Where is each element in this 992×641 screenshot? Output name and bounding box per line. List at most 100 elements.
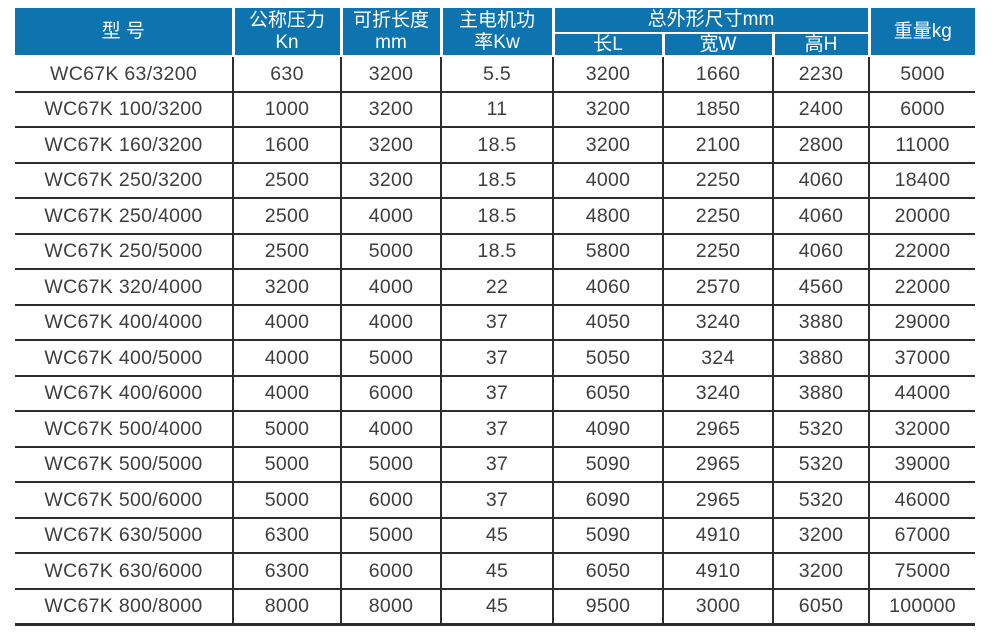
col-header-nominal-pressure-line1: 公称压力 [248,9,325,31]
table-header: 型 号 公称压力 Kn 可折长度 mm 主电机功 率Kw 总外形尺寸mm 重量k… [15,8,975,58]
value-cell: 4000 [232,374,342,413]
value-cell: 45 [440,587,554,627]
value-cell: 5000 [340,445,442,484]
value-cell: 4060 [772,161,870,200]
value-cell: 2500 [232,232,342,271]
col-header-motor-power-line1: 主电机功 [458,9,535,31]
value-cell: 39000 [868,445,975,484]
value-cell: 37 [440,445,554,484]
model-cell: WC67K 500/4000 [15,410,234,448]
model-cell: WC67K 160/3200 [15,126,234,164]
value-cell: 4090 [552,410,664,448]
value-cell: 37 [440,374,554,413]
value-cell: 6000 [868,90,975,129]
value-cell: 6090 [552,481,664,519]
value-cell: 5.5 [440,56,554,93]
value-cell: 5320 [772,481,870,519]
value-cell: 1850 [662,90,774,129]
value-cell: 2250 [662,232,774,271]
value-cell: 2100 [662,126,774,164]
table-row: WC67K 500/5000 5000 5000 37 5090 2965 5320 3900… [15,445,975,484]
value-cell: 18.5 [440,197,554,235]
table-row: WC67K 400/4000 4000 4000 37 4050 3240 3880 2900… [15,303,975,342]
model-cell: WC67K 400/4000 [15,303,234,342]
value-cell: 37 [440,481,554,519]
value-cell: 5090 [552,445,664,484]
col-header-dim-width: 宽W [661,31,775,58]
value-cell: 3240 [662,374,774,413]
value-cell: 4000 [552,161,664,200]
value-cell: 3200 [772,516,870,555]
value-cell: 5800 [552,232,664,271]
value-cell: 2250 [662,161,774,200]
value-cell: 37 [440,339,554,377]
model-cell: WC67K 500/5000 [15,445,234,484]
col-header-overall-dimensions-group: 总外形尺寸mm [551,8,871,34]
model-cell: WC67K 100/3200 [15,90,234,129]
value-cell: 5050 [552,339,664,377]
value-cell: 4050 [552,303,664,342]
value-cell: 6000 [340,374,442,413]
value-cell: 3200 [340,56,442,93]
value-cell: 4000 [340,197,442,235]
value-cell: 18400 [868,161,975,200]
col-header-model: 型 号 [15,8,235,58]
value-cell: 3200 [340,161,442,200]
value-cell: 6050 [552,374,664,413]
model-cell: WC67K 250/3200 [15,161,234,200]
value-cell: 45 [440,552,554,590]
value-cell: 8000 [232,587,342,627]
col-header-motor-power-line2: 率Kw [474,31,520,53]
table-row: WC67K 400/6000 4000 6000 37 6050 3240 3880 4400… [15,374,975,413]
model-cell: WC67K 630/6000 [15,552,234,590]
value-cell: 4560 [772,268,870,306]
value-cell: 1000 [232,90,342,129]
col-header-dim-length: 长L [551,31,665,58]
value-cell: 8000 [340,587,442,627]
value-cell: 29000 [868,303,975,342]
value-cell: 5320 [772,410,870,448]
value-cell: 2250 [662,197,774,235]
table-row: WC67K 63/3200 630 3200 5.5 3200 1660 2230 5000 [15,56,975,93]
value-cell: 3880 [772,303,870,342]
col-header-weight: 重量kg [867,8,975,58]
value-cell: 20000 [868,197,975,235]
value-cell: 22 [440,268,554,306]
col-header-fold-length-line1: 可折长度 [352,9,429,31]
value-cell: 3200 [232,268,342,306]
col-header-motor-power: 主电机功 率Kw [439,8,555,58]
value-cell: 2965 [662,410,774,448]
col-header-nominal-pressure: 公称压力 Kn [231,8,343,58]
value-cell: 4060 [552,268,664,306]
col-header-fold-length-line2: mm [375,31,407,53]
value-cell: 4060 [772,232,870,271]
value-cell: 5000 [868,56,975,93]
value-cell: 5000 [232,410,342,448]
value-cell: 2570 [662,268,774,306]
value-cell: 630 [232,56,342,93]
value-cell: 3200 [772,552,870,590]
value-cell: 3200 [552,56,664,93]
model-cell: WC67K 800/8000 [15,587,234,627]
value-cell: 3000 [662,587,774,627]
value-cell: 2400 [772,90,870,129]
value-cell: 5000 [232,481,342,519]
value-cell: 2500 [232,197,342,235]
model-cell: WC67K 63/3200 [15,56,234,93]
value-cell: 4000 [340,303,442,342]
table-row: WC67K 250/5000 2500 5000 18.5 5800 2250 4060 22… [15,232,975,271]
value-cell: 6300 [232,516,342,555]
table-row: WC67K 500/6000 5000 6000 37 6090 2965 5320 4600… [15,481,975,519]
value-cell: 6050 [552,552,664,590]
table-row: WC67K 160/3200 1600 3200 18.5 3200 2100 2800 11… [15,126,975,164]
table-row: WC67K 250/4000 2500 4000 18.5 4800 2250 4060 20… [15,197,975,235]
value-cell: 5320 [772,445,870,484]
col-header-dim-height: 高H [771,31,871,58]
value-cell: 2965 [662,481,774,519]
model-cell: WC67K 400/5000 [15,339,234,377]
model-cell: WC67K 320/4000 [15,268,234,306]
value-cell: 3200 [340,90,442,129]
value-cell: 67000 [868,516,975,555]
value-cell: 4910 [662,516,774,555]
